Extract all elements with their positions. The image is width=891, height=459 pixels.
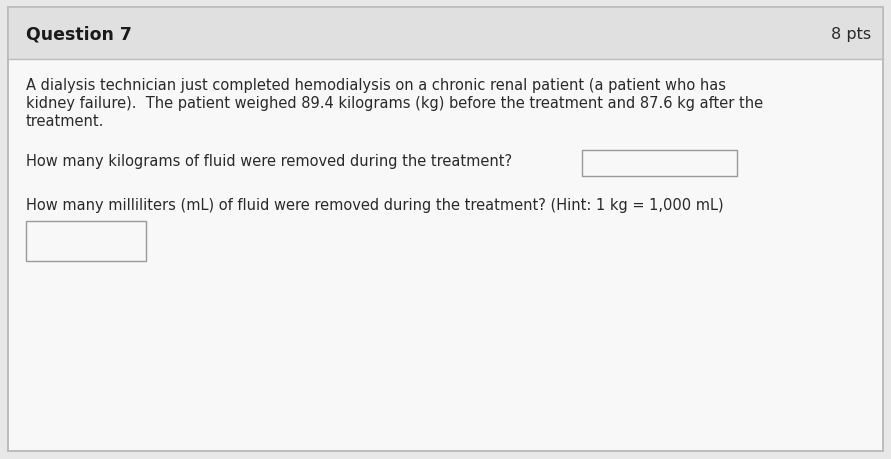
Text: treatment.: treatment. xyxy=(26,114,104,129)
Text: 8 pts: 8 pts xyxy=(831,27,871,41)
Bar xyxy=(582,151,737,177)
Text: How many kilograms of fluid were removed during the treatment?: How many kilograms of fluid were removed… xyxy=(26,154,512,168)
Text: Question 7: Question 7 xyxy=(26,25,132,43)
Bar xyxy=(8,8,883,60)
Text: kidney failure).  The patient weighed 89.4 kilograms (kg) before the treatment a: kidney failure). The patient weighed 89.… xyxy=(26,96,763,111)
Text: A dialysis technician just completed hemodialysis on a chronic renal patient (a : A dialysis technician just completed hem… xyxy=(26,78,726,93)
Bar xyxy=(26,222,146,262)
Text: How many milliliters (mL) of fluid were removed during the treatment? (Hint: 1 k: How many milliliters (mL) of fluid were … xyxy=(26,197,723,213)
